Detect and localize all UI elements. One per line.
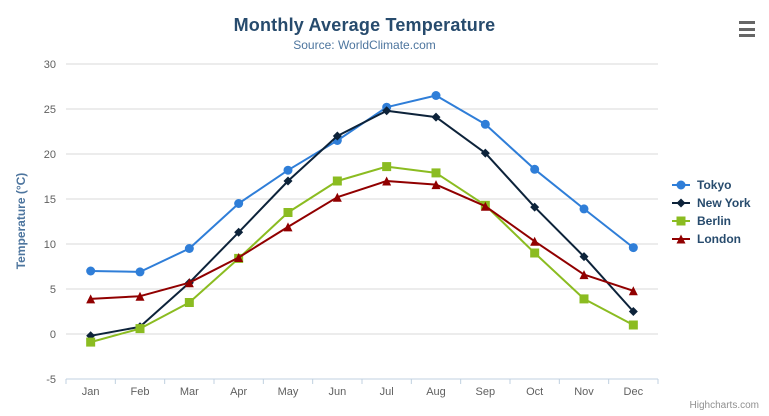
data-point-marker[interactable] <box>431 180 441 190</box>
data-point-marker[interactable] <box>431 112 441 122</box>
x-axis-tick-label: Jun <box>328 386 346 398</box>
x-axis-tick-label: Nov <box>574 386 594 398</box>
y-axis-title: Temperature (°C) <box>14 173 28 270</box>
legend-marker-icon <box>676 180 686 190</box>
y-axis-tick-label: -5 <box>46 374 56 386</box>
legend: Tokyo New York Berlin London <box>672 176 751 248</box>
legend-item-berlin[interactable]: Berlin <box>672 212 751 230</box>
circle-marker-icon <box>672 180 690 190</box>
x-axis-tick-label: Feb <box>131 386 150 398</box>
export-menu-button[interactable] <box>735 19 759 39</box>
series-new-york[interactable] <box>86 106 638 341</box>
x-axis-tick-label: Dec <box>624 386 644 398</box>
x-axis-tick-label: Aug <box>426 386 446 398</box>
hamburger-icon <box>739 21 755 24</box>
data-point-marker[interactable] <box>628 243 638 253</box>
series-line[interactable] <box>90 109 635 337</box>
chart-subtitle: Source: WorldClimate.com <box>293 38 436 52</box>
legend-item-london[interactable]: London <box>672 230 751 248</box>
data-point-marker[interactable] <box>135 291 145 301</box>
x-axis-tick-label: Mar <box>180 386 199 398</box>
series-line[interactable] <box>90 180 634 300</box>
data-point-marker[interactable] <box>530 248 540 258</box>
series-line[interactable] <box>90 165 634 344</box>
data-point-marker[interactable] <box>332 131 342 141</box>
data-point-marker[interactable] <box>234 199 244 208</box>
y-axis-tick-label: 15 <box>44 194 56 206</box>
data-point-marker[interactable] <box>283 165 293 175</box>
data-point-marker[interactable] <box>135 267 145 277</box>
data-point-marker[interactable] <box>579 294 589 304</box>
hamburger-icon <box>739 34 755 37</box>
data-point-marker[interactable] <box>382 106 392 116</box>
y-axis-tick-label: 5 <box>50 284 56 296</box>
x-axis-tick-label: May <box>278 386 299 398</box>
y-axis-tick-label: 30 <box>44 59 56 71</box>
data-point-marker[interactable] <box>86 337 96 347</box>
data-point-marker[interactable] <box>431 168 441 178</box>
data-point-marker[interactable] <box>382 176 392 186</box>
x-axis-tick-label: Sep <box>476 386 496 398</box>
legend-marker-icon <box>676 234 686 244</box>
x-axis-tick-label: Jul <box>380 386 394 398</box>
data-point-marker[interactable] <box>135 324 145 334</box>
data-point-marker[interactable] <box>86 266 96 276</box>
legend-label: New York <box>697 196 751 210</box>
legend-item-tokyo[interactable]: Tokyo <box>672 176 751 194</box>
credits-link[interactable]: Highcharts.com <box>689 400 759 411</box>
data-point-marker[interactable] <box>332 192 342 202</box>
square-marker-icon <box>672 216 690 226</box>
x-axis-tick-label: Jan <box>82 386 100 398</box>
y-axis-tick-label: 25 <box>44 104 56 116</box>
legend-item-new-york[interactable]: New York <box>672 194 751 212</box>
data-point-marker[interactable] <box>332 176 342 186</box>
chart-title: Monthly Average Temperature <box>233 15 496 35</box>
data-point-marker[interactable] <box>480 119 490 129</box>
data-point-marker[interactable] <box>184 298 194 307</box>
data-point-marker[interactable] <box>628 286 638 296</box>
series-london[interactable] <box>86 176 638 304</box>
data-point-marker[interactable] <box>530 202 540 212</box>
legend-label: London <box>697 232 741 246</box>
data-point-marker[interactable] <box>184 244 194 253</box>
series-tokyo[interactable] <box>86 91 638 277</box>
hamburger-icon <box>739 27 755 31</box>
data-point-marker[interactable] <box>480 201 490 211</box>
y-axis-tick-label: 10 <box>44 239 56 251</box>
data-point-marker[interactable] <box>184 278 194 288</box>
legend-label: Berlin <box>697 214 732 228</box>
data-point-marker[interactable] <box>86 294 96 304</box>
data-point-marker[interactable] <box>628 320 638 330</box>
data-point-marker[interactable] <box>283 222 293 232</box>
legend-label: Tokyo <box>697 178 732 192</box>
data-point-marker[interactable] <box>283 176 293 186</box>
diamond-marker-icon <box>672 198 690 208</box>
y-axis-tick-label: 0 <box>50 329 56 341</box>
data-point-marker[interactable] <box>579 270 589 280</box>
data-point-marker[interactable] <box>283 208 293 217</box>
x-axis-tick-label: Apr <box>230 386 247 398</box>
data-point-marker[interactable] <box>579 204 589 214</box>
data-point-marker[interactable] <box>234 253 244 262</box>
legend-marker-icon <box>676 198 686 208</box>
data-point-marker[interactable] <box>431 91 441 100</box>
data-point-marker[interactable] <box>628 307 638 316</box>
legend-marker-icon <box>676 216 686 226</box>
x-axis-tick-label: Oct <box>526 386 543 398</box>
data-point-marker[interactable] <box>382 162 392 172</box>
triangle-marker-icon <box>672 234 690 244</box>
data-point-marker[interactable] <box>234 227 244 237</box>
y-axis-tick-label: 20 <box>44 149 56 161</box>
data-point-marker[interactable] <box>579 252 589 262</box>
data-point-marker[interactable] <box>530 164 540 174</box>
data-point-marker[interactable] <box>480 148 490 158</box>
data-point-marker[interactable] <box>530 236 540 246</box>
series-line[interactable] <box>90 94 634 273</box>
